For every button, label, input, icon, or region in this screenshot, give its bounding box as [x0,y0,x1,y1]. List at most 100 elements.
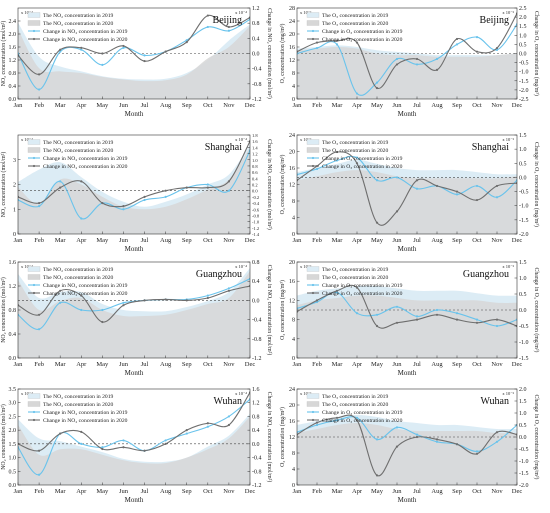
point-2019-jul [415,187,419,190]
x-tick-label-feb: Feb [34,102,44,109]
point-2019-mar [335,291,339,294]
change-line-2019 [297,24,517,96]
chart-panel-wuhan-o3: 0 4 8 12 16 20 24 -2.0 -1.5 -1.0 -0.5 0.0 0.5 1.0 1.5 2… [279,387,540,504]
y-tick-label: 0 [292,97,295,103]
y2-tick-label: -2.0 [519,483,529,489]
city-label: Beijing [213,15,242,26]
point-2020-aug [435,438,439,441]
x-tick-label-feb: Feb [34,361,44,368]
point-2019-feb [37,473,41,476]
legend-marker [32,291,36,295]
change-line-2020 [18,14,250,75]
x-tick-label-mar: Mar [55,102,67,109]
point-2019-aug [435,440,439,443]
y-tick-label: 2.5 [9,414,17,420]
plot-area [18,391,250,485]
legend-marker [311,156,315,160]
point-2019-feb [37,88,41,91]
x-tick-label-jul: Jul [413,102,421,109]
y2-exponent: x 10⁻³ [502,264,514,269]
legend-label: The O₃ concentration in 2020 [322,402,388,408]
y2-exponent: x 10⁻³ [502,137,514,142]
x-tick-label-sep: Sep [452,102,462,109]
y2-tick-label: 0.0 [252,442,260,448]
point-2019-apr [355,312,359,315]
y2-tick-label: 1.5 [519,133,527,139]
point-2019-mar [335,419,339,422]
legend-label: The NO₂ concentration in 2020 [43,21,114,27]
x-tick-label-nov: Nov [491,361,503,368]
change-line-2019 [297,155,517,198]
change-line-2020 [297,414,517,477]
y-tick-label: 0 [13,232,16,238]
point-2020-jul [143,449,146,452]
area-2020 [297,423,517,485]
legend-label: Change in NO₂ concentration in 2019 [43,156,128,162]
y2-tick-label: 0.4 [252,176,258,181]
y-tick-label: 4 [292,337,295,343]
y-tick-label: 0.0 [9,97,17,103]
x-tick-label-jan: Jan [293,102,302,109]
chart-panel-beijing-no2: 0.0 0.4 0.8 1.2 1.6 2.0 2.4 -1.2 -0.8 -0.4 0.0 0.4 0… [0,6,273,118]
point-2020-mar [59,432,62,435]
y-tick-label: 1.6 [9,45,17,51]
x-tick-label-oct: Oct [472,102,482,109]
y-tick-label: 3 [13,158,16,164]
plot-area [18,14,250,99]
point-2020-oct [475,321,479,324]
x-tick-label-sep: Sep [452,237,462,244]
y-exponent: x 10⁻⁴ [21,137,33,142]
point-2020-mar [335,289,339,292]
y-axis-label: NO₂ concentration (mol/m²) [0,21,7,87]
x-tick-label-jan: Jan [293,361,302,368]
x-tick-label-sep: Sep [452,488,462,495]
point-2020-apr [355,286,359,289]
point-2019-oct [475,450,479,453]
y-tick-label: 12 [289,58,295,64]
legend-label: Change in O₃ concentration in 2020 [322,164,403,170]
point-2019-may [101,446,104,449]
y-axis-label: O₃ concentration (mg/m³) [279,155,286,215]
x-tick-label-feb: Feb [34,488,44,495]
chart-panel-shanghai-no2: 0 1 2 3 -1.4-1.2-1.0 -0.8-0.6-0.4-0.20.00.2 0.… [0,133,273,253]
y2-tick-label: 0.2 [252,183,258,188]
point-2019-apr [80,48,83,51]
y2-tick-label: 1.5 [519,260,527,266]
legend-label: The NO₂ concentration in 2020 [43,148,114,154]
chart-panel-guangzhou-no2: 0.0 0.4 0.8 1.2 1.6 -1.2 -0.8 -0.4 0.0 0.4 0.8 Jan F… [0,260,273,377]
y-exponent: x 10⁻¹ [300,137,312,142]
change-line-2020 [18,392,250,452]
y-tick-label: 1.0 [9,456,17,462]
y2-exponent: x 10⁻⁴ [235,137,247,142]
point-2019-jun [122,46,125,49]
y2-tick-label: -0.4 [252,318,262,324]
y-exponent: x 10⁻⁴ [21,264,33,269]
x-tick-label-jun: Jun [119,488,129,495]
y-tick-label: 24 [289,133,295,139]
x-tick-label-jul: Jul [413,237,421,244]
y2-tick-label: 1.4 [252,145,258,150]
x-axis-title: Month [398,369,417,377]
x-tick-label-dec: Dec [512,102,523,109]
x-tick-label-sep: Sep [452,361,462,368]
point-2019-oct [475,36,479,39]
y-tick-label: 1 [13,207,16,213]
y-tick-label: 4 [292,467,295,473]
point-2019-sep [455,312,459,315]
point-2019-sep [185,432,188,435]
chart-panel-beijing-o3: 0 4 8 12 16 20 24 28 -2.5 -2.0 -1.5 -1.0 -0.5 0.0 0.5 1… [279,6,540,118]
point-2019-may [375,313,379,316]
area-2020 [18,25,250,99]
point-2019-jun [395,305,399,308]
x-axis-title: Month [398,496,417,504]
y-tick-label: 3.5 [9,387,17,393]
point-2020-feb [37,449,41,452]
point-2019-nov [227,415,231,418]
x-tick-label-mar: Mar [55,488,67,495]
y-tick-label: 8 [292,71,295,77]
y2-tick-label: -2.5 [519,97,529,103]
y2-tick-label: -0.5 [519,61,529,67]
legend-label: Change in O₃ concentration in 2019 [322,156,403,162]
legend-label: Change in O₃ concentration in 2020 [322,418,403,424]
